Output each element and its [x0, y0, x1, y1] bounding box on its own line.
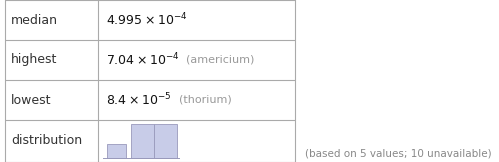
Text: $7.04\times10^{-4}$: $7.04\times10^{-4}$: [106, 52, 180, 68]
Text: (americium): (americium): [186, 55, 254, 65]
Text: lowest: lowest: [11, 93, 51, 106]
Text: $4.995\times10^{-4}$: $4.995\times10^{-4}$: [106, 12, 188, 28]
Text: (thorium): (thorium): [179, 95, 232, 105]
Text: highest: highest: [11, 53, 57, 66]
Bar: [154, 124, 177, 158]
Text: $8.4\times10^{-5}$: $8.4\times10^{-5}$: [106, 92, 172, 108]
Text: distribution: distribution: [11, 134, 82, 147]
Text: median: median: [11, 13, 58, 27]
Bar: [132, 124, 154, 158]
Bar: [107, 144, 126, 158]
Text: (based on 5 values; 10 unavailable): (based on 5 values; 10 unavailable): [305, 149, 492, 159]
